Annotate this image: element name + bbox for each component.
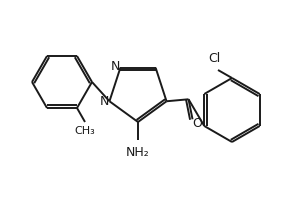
Text: Cl: Cl — [208, 52, 220, 65]
Text: O: O — [193, 117, 202, 130]
Text: N: N — [100, 95, 109, 108]
Text: N: N — [111, 60, 120, 73]
Text: CH₃: CH₃ — [75, 126, 95, 136]
Text: NH₂: NH₂ — [126, 146, 150, 159]
